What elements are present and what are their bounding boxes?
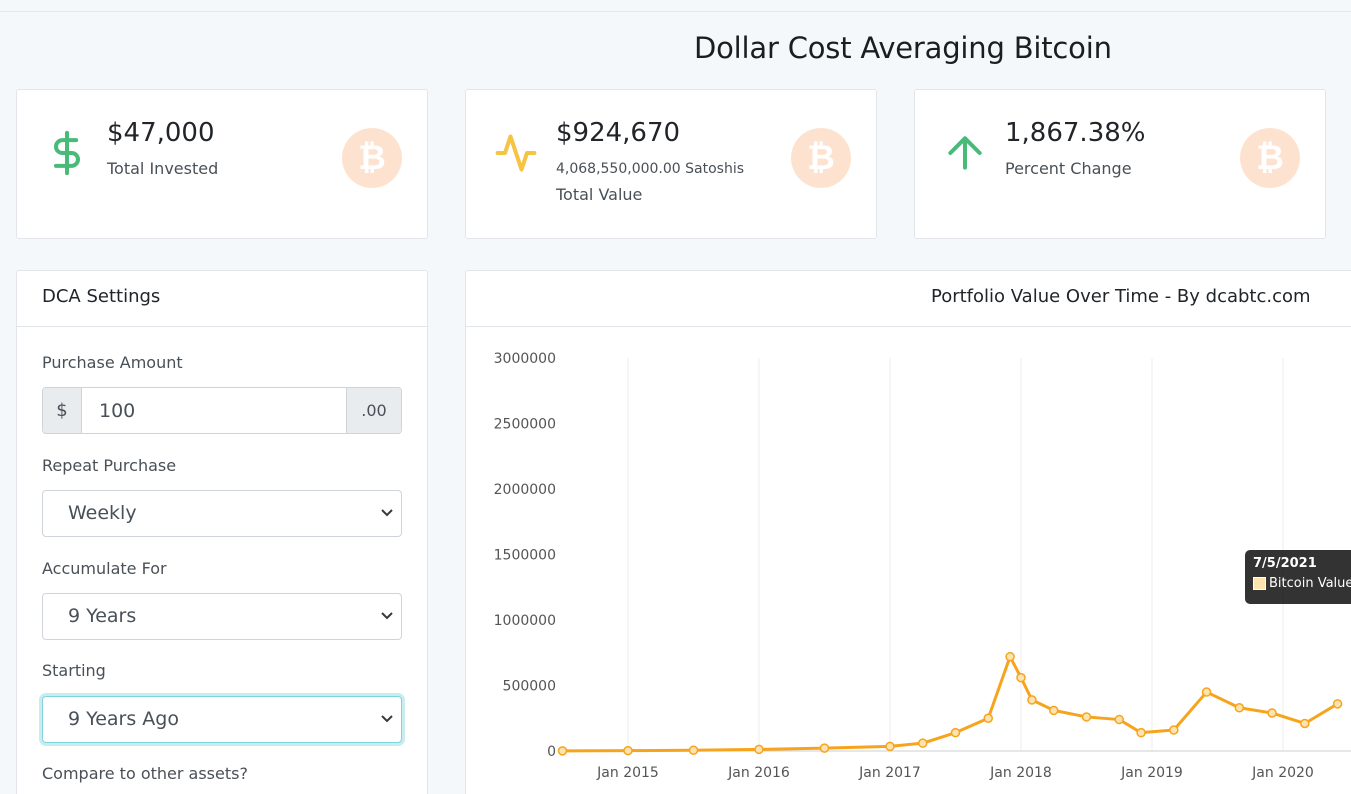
chart-header: Portfolio Value Over Time - By dcabtc.co… [466,271,1351,327]
y-tick-label: 500000 [503,679,556,695]
y-tick-label: 3000000 [494,351,556,367]
x-tick-label: Jan 2015 [596,765,659,781]
data-point[interactable] [1136,727,1146,738]
bitcoin-icon: ₿ [791,128,851,188]
data-point[interactable] [1081,712,1092,722]
data-point[interactable] [1234,703,1245,713]
data-point[interactable] [1332,699,1343,709]
purchase-amount-label: Purchase Amount [42,353,183,372]
data-point[interactable] [1027,695,1037,705]
y-tick-label: 1500000 [494,548,556,564]
data-point[interactable] [983,713,993,723]
chevron-down-icon [381,509,393,517]
data-point[interactable] [557,746,568,756]
starting-value: 9 Years Ago [68,708,179,730]
data-point[interactable] [918,738,928,748]
x-tick-label: Jan 2017 [858,765,921,781]
repeat-purchase-select[interactable]: Weekly [42,490,402,537]
y-tick-label: 1000000 [494,613,556,629]
percent-change-value: 1,867.38% [1005,118,1146,148]
data-point[interactable] [885,741,895,752]
repeat-purchase-label: Repeat Purchase [42,456,177,475]
portfolio-chart-panel: Portfolio Value Over Time - By dcabtc.co… [465,270,1351,794]
data-point[interactable] [1049,705,1059,716]
chevron-down-icon [381,715,393,723]
bitcoin-icon: ₿ [1240,128,1300,188]
data-point[interactable] [950,727,961,738]
data-point[interactable] [1114,714,1124,725]
y-tick-label: 2500000 [494,417,556,433]
total-value-label: Total Value [556,185,643,204]
dca-settings-panel: DCA Settings Purchase Amount $ .00 Repea… [16,270,428,794]
chevron-down-icon [381,612,393,620]
chart-tooltip: 7/5/2021 Bitcoin Value [1245,550,1351,604]
data-point[interactable] [1267,708,1277,718]
purchase-amount-group: $ .00 [42,387,402,434]
total-invested-label: Total Invested [107,159,219,178]
data-point[interactable] [1300,718,1310,729]
accumulate-for-select[interactable]: 9 Years [42,593,402,640]
total-invested-card: $47,000 Total Invested ₿ [16,89,428,239]
accumulate-for-label: Accumulate For [42,559,167,578]
tooltip-row: Bitcoin Value [1253,576,1351,591]
data-point[interactable] [819,743,830,753]
cents-suffix: .00 [346,388,401,433]
total-invested-value: $47,000 [107,118,215,148]
tooltip-series: Bitcoin Value [1269,576,1351,591]
data-point[interactable] [623,745,633,756]
data-point[interactable] [1005,651,1015,662]
y-tick-label: 0 [547,744,556,760]
bitcoin-icon: ₿ [342,128,402,188]
satoshis-value: 4,068,550,000.00 Satoshis [556,161,745,177]
top-divider [0,11,1351,12]
tooltip-date: 7/5/2021 [1253,556,1317,571]
purchase-amount-input[interactable] [82,388,346,433]
data-point[interactable] [688,745,699,755]
chart-title: Portfolio Value Over Time - By dcabtc.co… [931,286,1311,307]
dollar-sign-icon [53,130,80,176]
tooltip-swatch [1253,577,1266,590]
x-tick-label: Jan 2019 [1120,765,1183,781]
x-tick-label: Jan 2016 [727,765,790,781]
data-point[interactable] [1016,672,1026,683]
currency-prefix: $ [43,388,82,433]
percent-change-label: Percent Change [1005,159,1132,178]
compare-assets-label: Compare to other assets? [42,764,248,783]
starting-select[interactable]: 9 Years Ago [42,696,402,743]
total-value-value: $924,670 [556,118,681,148]
y-tick-label: 2000000 [494,482,556,498]
series-line [562,655,1339,753]
repeat-purchase-value: Weekly [68,502,137,524]
starting-label: Starting [42,661,106,680]
total-value-card: $924,670 4,068,550,000.00 Satoshis Total… [465,89,877,239]
dca-settings-header: DCA Settings [17,271,427,327]
data-point[interactable] [1201,687,1212,697]
percent-change-card: 1,867.38% Percent Change ₿ [914,89,1326,239]
accumulate-for-value: 9 Years [68,605,137,627]
data-point[interactable] [1169,725,1179,735]
x-tick-label: Jan 2018 [989,765,1052,781]
data-point[interactable] [754,744,764,755]
activity-icon [495,134,537,172]
arrow-up-icon [948,136,982,170]
page-title: Dollar Cost Averaging Bitcoin [694,31,1112,65]
x-tick-label: Jan 2020 [1251,765,1314,781]
